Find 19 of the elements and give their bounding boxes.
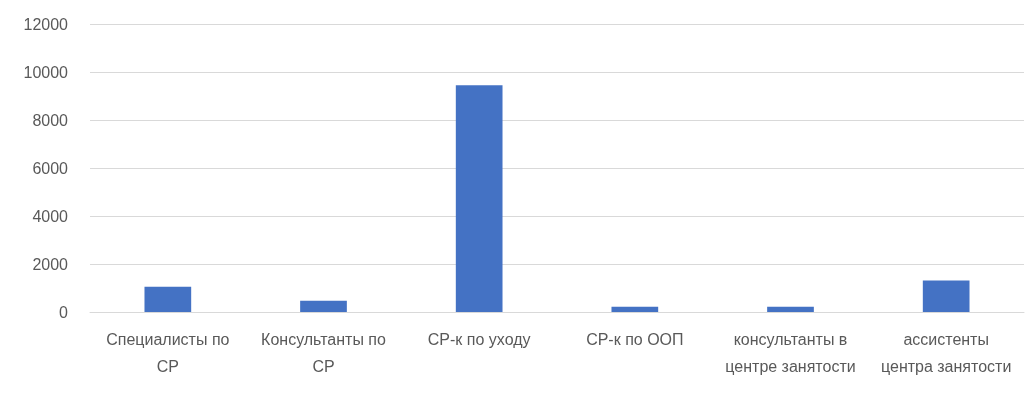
y-tick-label: 6000 — [32, 159, 69, 177]
bar — [922, 280, 970, 312]
bar — [611, 306, 659, 312]
x-tick-label: консультанты в центре занятости — [725, 331, 856, 375]
y-tick-label: 8000 — [32, 111, 69, 129]
bar — [300, 300, 347, 312]
bar — [144, 286, 192, 312]
y-tick-label: 2000 — [32, 255, 69, 273]
x-tick-label: Специалисты по СР — [106, 331, 230, 375]
x-tick-label: СР-к по уходу — [427, 331, 531, 348]
x-tick-label: СР-к по ООП — [586, 331, 684, 348]
x-tick-label: ассистенты центра занятости — [880, 331, 1012, 375]
y-tick-label: 4000 — [32, 207, 69, 225]
x-tick-label: Консультанты по СР — [261, 331, 387, 375]
y-tick-label: 10000 — [23, 63, 69, 81]
bar — [455, 85, 503, 312]
y-tick-label: 12000 — [23, 15, 69, 33]
y-tick-label: 0 — [59, 303, 69, 321]
bar — [767, 306, 814, 312]
